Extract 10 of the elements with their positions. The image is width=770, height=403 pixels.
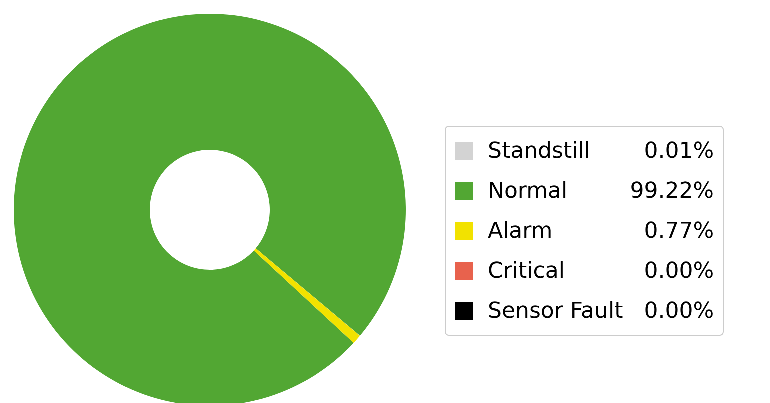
data-label: 99.22% [629,178,716,206]
legend-label: Sensor Fault [487,298,624,326]
data-label: 0.77% [643,218,716,246]
legend-label: Standstill [487,138,592,166]
legend-label: Normal [487,178,569,206]
data-label: 0.01% [643,138,716,166]
text: 0.00% [644,298,714,324]
legend-label: Alarm [487,218,554,246]
text: 0.00% [644,258,714,284]
legend-label: Critical [487,258,566,286]
